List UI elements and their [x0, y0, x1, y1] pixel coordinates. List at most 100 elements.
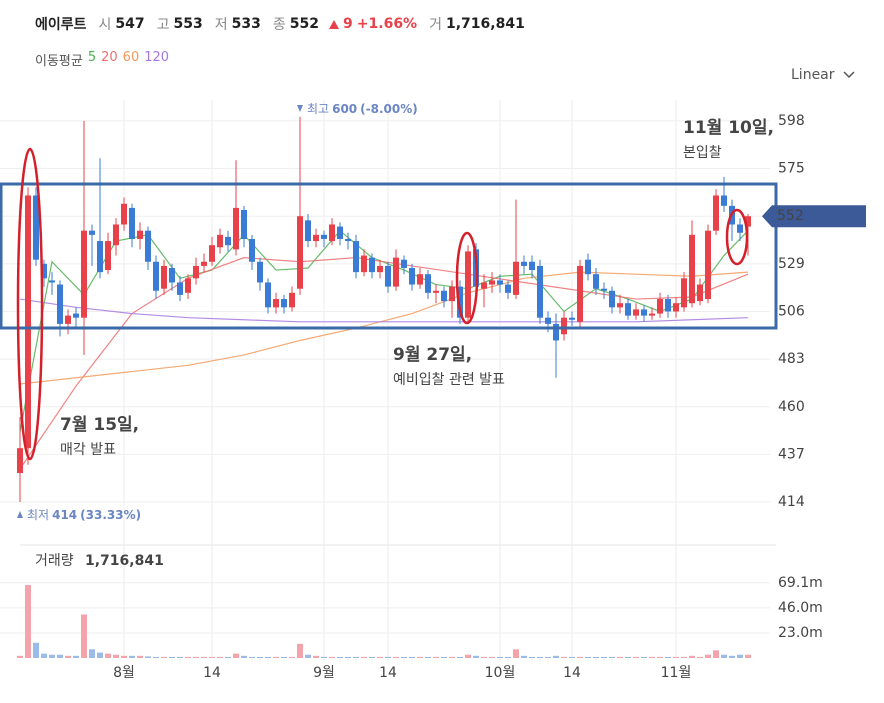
- volume-bar: [705, 654, 711, 658]
- price-tag: [762, 205, 866, 228]
- volume-bar: [49, 654, 55, 658]
- candle-body: [433, 290, 439, 293]
- stock-name: 에이루트: [35, 17, 87, 33]
- candle-body: [505, 284, 511, 293]
- marker-arrow: [17, 511, 23, 518]
- volume-bar: [153, 656, 159, 658]
- volume-bar: [169, 656, 175, 658]
- y-tick-label: 460: [778, 399, 805, 415]
- annotation: 본입찰: [683, 145, 722, 161]
- marker-value: 414: [52, 508, 77, 522]
- candle-body: [241, 209, 247, 239]
- volume-bar: [513, 649, 519, 658]
- close-label: 종: [272, 17, 286, 33]
- candle-body: [265, 282, 271, 308]
- candle-body: [545, 317, 551, 324]
- volume-bar: [113, 654, 119, 658]
- marker-label: 최고: [307, 102, 329, 116]
- min-marker: 최저 414 (33.33%): [27, 508, 141, 522]
- volume-bar: [609, 656, 615, 658]
- volume-bar: [369, 656, 375, 658]
- candle-body: [225, 236, 231, 246]
- highlight-ellipse: [455, 231, 479, 325]
- volume-bar: [721, 654, 727, 658]
- volume-bar: [473, 655, 479, 658]
- volume-bar: [497, 656, 503, 658]
- candle-body: [609, 290, 615, 308]
- candle-body: [289, 292, 295, 308]
- volume-bar: [657, 656, 663, 658]
- volume-bar: [665, 656, 671, 658]
- candle-body: [113, 224, 119, 246]
- candle-body: [345, 238, 351, 242]
- ma-line: [19, 229, 749, 432]
- high-label: 고: [156, 17, 170, 33]
- candle-body: [553, 323, 559, 341]
- change-pct: +1.66%: [356, 16, 418, 32]
- candle-body: [153, 261, 159, 291]
- candle-body: [489, 280, 495, 285]
- header: 에이루트 시 547 고 553 저 533 종 552 9 +1.66% 거 …: [35, 14, 525, 34]
- candle-body: [81, 230, 87, 318]
- volume-bar: [457, 656, 463, 658]
- candle-layer: [17, 116, 751, 658]
- candle-body: [25, 195, 31, 449]
- candle-body: [409, 267, 415, 285]
- volume-bar: [649, 656, 655, 658]
- candle-body: [121, 203, 127, 225]
- candle-body: [593, 274, 599, 289]
- volume-bar: [425, 656, 431, 658]
- volume-bar: [529, 656, 535, 658]
- candle-body: [657, 299, 663, 314]
- volume-bar: [233, 653, 239, 658]
- volume-bar: [409, 656, 415, 658]
- chevron-icon: [842, 71, 855, 79]
- candle-body: [305, 220, 311, 242]
- candle-body: [569, 317, 575, 320]
- ma-legend-item: 120: [144, 50, 170, 65]
- candle-body: [537, 265, 543, 318]
- volume-bar: [689, 655, 695, 658]
- candle-body: [353, 241, 359, 273]
- candle-body: [681, 278, 687, 308]
- candle-body: [369, 257, 375, 273]
- volume-bar: [561, 656, 567, 658]
- text-layer: 414 437 460 483 506 529 552 575 598 8월 14 9월 14 10월 14…: [17, 102, 866, 681]
- volume-bar: [249, 656, 255, 658]
- scale-label: Linear: [791, 67, 835, 83]
- open-label: 시: [98, 17, 112, 33]
- volume-bar: [545, 656, 551, 658]
- candle-body: [337, 226, 343, 239]
- volume-bar: [569, 656, 575, 658]
- scale-selector[interactable]: Linear: [791, 67, 855, 83]
- volume-bar: [585, 656, 591, 658]
- candle-body: [97, 241, 103, 273]
- candle-body: [521, 261, 527, 266]
- candle-body: [105, 241, 111, 271]
- volume-bar: [217, 656, 223, 658]
- volume-bar: [737, 654, 743, 658]
- volume-bar: [65, 655, 71, 658]
- low-value: 533: [231, 16, 261, 32]
- volume-bar: [481, 656, 487, 658]
- candle-body: [633, 309, 639, 316]
- volume-tick-label: 46.0m: [778, 600, 823, 616]
- candle-body: [497, 280, 503, 285]
- annotation: 예비입찰 관련 발표: [393, 372, 505, 388]
- candle-body: [209, 245, 215, 262]
- volume-bar: [129, 655, 135, 658]
- candle-body: [425, 274, 431, 293]
- ma-legend-item: 20: [101, 50, 118, 65]
- ma-line: [19, 257, 749, 470]
- x-tick-label: 14: [563, 665, 581, 681]
- candle-body: [201, 261, 207, 266]
- candle-body: [513, 261, 519, 295]
- candle-body: [673, 303, 679, 312]
- candle-body: [561, 317, 567, 335]
- volume-bar: [385, 656, 391, 658]
- y-tick-label: 575: [778, 161, 805, 177]
- price-tag-label: 552: [777, 208, 804, 224]
- volume-bar: [137, 655, 143, 658]
- highlight-ellipse: [16, 147, 44, 461]
- volume-label: 거: [429, 17, 442, 33]
